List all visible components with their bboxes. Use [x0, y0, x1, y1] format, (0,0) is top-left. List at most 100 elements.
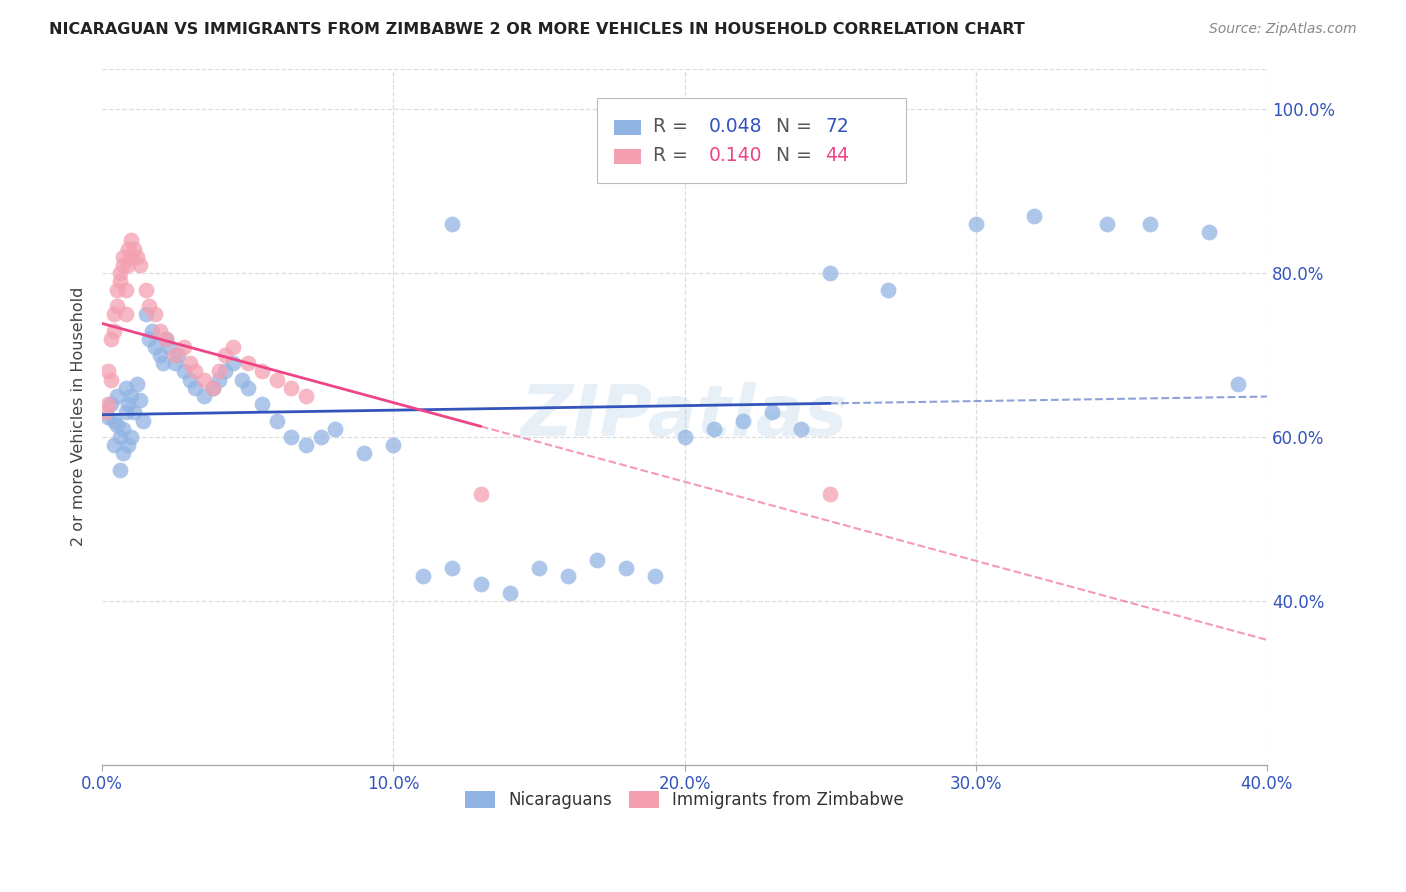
Point	[470, 487, 492, 501]
Point	[790, 422, 813, 436]
FancyBboxPatch shape	[613, 150, 641, 164]
Point	[111, 422, 134, 436]
Point	[323, 422, 346, 436]
Text: R =: R =	[654, 117, 695, 136]
Point	[761, 405, 783, 419]
Point	[103, 307, 125, 321]
Point	[201, 381, 224, 395]
Point	[129, 393, 152, 408]
Point	[877, 283, 900, 297]
Point	[236, 381, 259, 395]
Point	[111, 446, 134, 460]
Point	[173, 364, 195, 378]
Point	[499, 585, 522, 599]
Point	[120, 250, 142, 264]
Text: ZIPatlas: ZIPatlas	[520, 382, 848, 451]
Point	[129, 258, 152, 272]
Legend: Nicaraguans, Immigrants from Zimbabwe: Nicaraguans, Immigrants from Zimbabwe	[458, 784, 911, 815]
Point	[135, 307, 157, 321]
Point	[193, 389, 215, 403]
Point	[143, 307, 166, 321]
Point	[1022, 209, 1045, 223]
Point	[1139, 217, 1161, 231]
Point	[614, 561, 637, 575]
Point	[179, 373, 201, 387]
Point	[149, 348, 172, 362]
Point	[280, 430, 302, 444]
Point	[295, 389, 318, 403]
Point	[105, 417, 128, 432]
FancyBboxPatch shape	[598, 98, 905, 184]
Point	[252, 397, 274, 411]
Point	[222, 356, 245, 370]
Point	[122, 242, 145, 256]
Point	[382, 438, 405, 452]
Point	[103, 324, 125, 338]
Point	[214, 364, 236, 378]
Text: N =: N =	[758, 117, 818, 136]
Point	[309, 430, 332, 444]
Point	[236, 356, 259, 370]
Point	[120, 389, 142, 403]
Point	[135, 283, 157, 297]
Point	[105, 283, 128, 297]
Point	[103, 438, 125, 452]
Point	[184, 381, 207, 395]
Point	[97, 364, 120, 378]
Point	[193, 373, 215, 387]
Point	[179, 356, 201, 370]
Point	[108, 463, 131, 477]
Point	[644, 569, 666, 583]
Point	[673, 430, 696, 444]
Point	[120, 234, 142, 248]
Text: 0.140: 0.140	[709, 146, 762, 165]
Point	[586, 553, 609, 567]
Point	[94, 405, 117, 419]
Point	[731, 414, 754, 428]
Point	[117, 397, 139, 411]
Text: N =: N =	[758, 146, 818, 165]
Point	[184, 364, 207, 378]
Point	[155, 332, 177, 346]
Point	[100, 332, 122, 346]
Point	[114, 405, 136, 419]
Text: 44: 44	[825, 146, 849, 165]
Point	[280, 381, 302, 395]
Point	[965, 217, 987, 231]
Point	[440, 217, 463, 231]
Point	[117, 258, 139, 272]
Point	[163, 348, 186, 362]
Point	[138, 299, 160, 313]
Point	[157, 340, 180, 354]
Point	[266, 414, 288, 428]
Text: Source: ZipAtlas.com: Source: ZipAtlas.com	[1209, 22, 1357, 37]
Point	[470, 577, 492, 591]
Point	[138, 332, 160, 346]
Point	[818, 266, 841, 280]
Point	[111, 250, 134, 264]
Point	[252, 364, 274, 378]
Point	[114, 283, 136, 297]
Point	[222, 340, 245, 354]
Point	[353, 446, 375, 460]
Point	[97, 397, 120, 411]
Point	[163, 356, 186, 370]
Point	[295, 438, 318, 452]
Point	[143, 340, 166, 354]
Point	[818, 487, 841, 501]
Text: NICARAGUAN VS IMMIGRANTS FROM ZIMBABWE 2 OR MORE VEHICLES IN HOUSEHOLD CORRELATI: NICARAGUAN VS IMMIGRANTS FROM ZIMBABWE 2…	[49, 22, 1025, 37]
Point	[132, 414, 155, 428]
Point	[214, 348, 236, 362]
Text: 72: 72	[825, 117, 849, 136]
Point	[100, 397, 122, 411]
Point	[149, 324, 172, 338]
Point	[208, 373, 231, 387]
Point	[108, 430, 131, 444]
Point	[100, 373, 122, 387]
Point	[208, 364, 231, 378]
Text: R =: R =	[654, 146, 695, 165]
Point	[122, 405, 145, 419]
Point	[127, 376, 149, 391]
Text: 0.048: 0.048	[709, 117, 762, 136]
Point	[114, 307, 136, 321]
